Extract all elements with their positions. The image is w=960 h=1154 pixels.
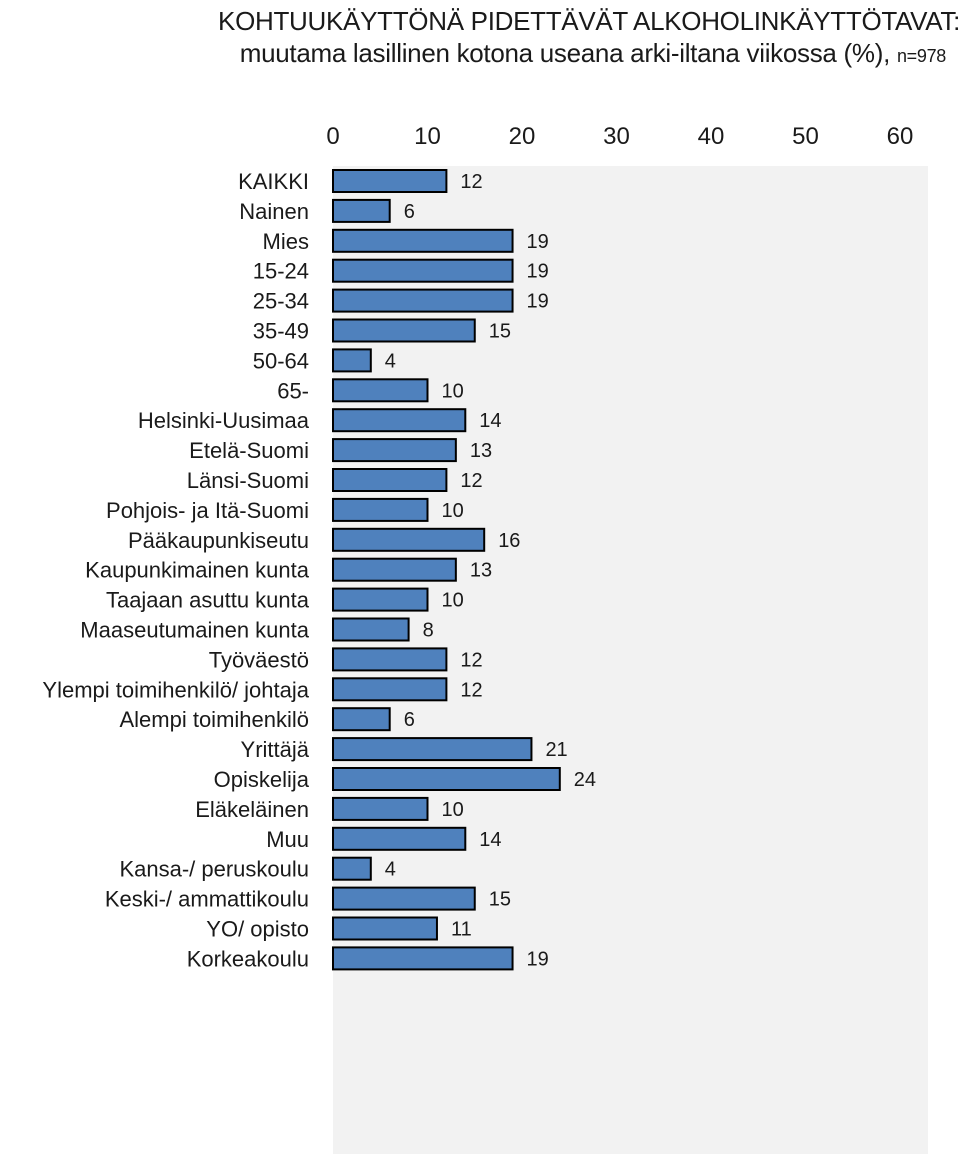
bar <box>332 856 372 881</box>
bar <box>332 527 486 552</box>
category-label: Opiskelija <box>214 767 310 792</box>
category-label: Ylempi toimihenkilö/ johtaja <box>42 677 309 702</box>
data-label: 4 <box>385 350 396 372</box>
bar <box>332 796 429 821</box>
category-label: Kaupunkimainen kunta <box>85 558 310 583</box>
data-label: 11 <box>451 919 472 941</box>
category-label: 35-49 <box>253 319 309 344</box>
bar <box>332 587 429 612</box>
bar <box>332 408 467 433</box>
bar <box>332 288 514 313</box>
category-label: 15-24 <box>253 259 309 284</box>
category-label: Eläkeläinen <box>195 797 309 822</box>
category-label: Nainen <box>239 199 309 224</box>
category-label: YO/ opisto <box>206 917 309 942</box>
category-label: Helsinki-Uusimaa <box>138 408 310 433</box>
data-label: 15 <box>489 889 511 911</box>
data-label: 6 <box>404 201 415 223</box>
bar <box>332 378 429 403</box>
category-label: Etelä-Suomi <box>189 438 309 463</box>
data-label: 19 <box>527 261 549 283</box>
category-label: Alempi toimihenkilö <box>119 707 309 732</box>
bar <box>332 497 429 522</box>
category-label: 25-34 <box>253 289 309 314</box>
x-tick-label: 10 <box>414 123 441 150</box>
data-label: 6 <box>404 709 415 731</box>
category-label: Länsi-Suomi <box>187 468 309 493</box>
category-label: Työväestö <box>209 647 309 672</box>
data-label: 12 <box>460 470 482 492</box>
data-label: 10 <box>442 500 464 522</box>
data-label: 4 <box>385 859 396 881</box>
data-label: 24 <box>574 769 596 791</box>
category-label: Pääkaupunkiseutu <box>128 528 309 553</box>
category-label: 50-64 <box>253 348 309 373</box>
category-label: Taajaan asuttu kunta <box>106 588 310 613</box>
chart-title: KOHTUUKÄYTTÖNÄ PIDETTÄVÄT ALKOHOLINKÄYTT… <box>218 6 960 36</box>
data-label: 12 <box>460 679 482 701</box>
bar <box>332 438 457 463</box>
data-label: 10 <box>442 590 464 612</box>
data-label: 10 <box>442 380 464 402</box>
bar <box>332 916 438 941</box>
sample-size-label: n=978 <box>896 46 946 66</box>
category-label: 65- <box>277 378 309 403</box>
data-label: 10 <box>442 799 464 821</box>
bar <box>332 886 476 911</box>
category-label: Maaseutumainen kunta <box>80 618 309 643</box>
data-label: 15 <box>489 321 511 343</box>
unit-label: (%), <box>843 38 891 68</box>
category-label: Mies <box>263 229 309 254</box>
bar <box>332 198 391 223</box>
data-label: 19 <box>527 948 549 970</box>
bar <box>332 258 514 283</box>
value-labels: 12 6 19 19 19 15 4 10 14 13 12 10 16 13 10 8 12 12 6 21 24 10… <box>385 171 596 970</box>
bar <box>332 826 467 851</box>
bar <box>332 946 514 971</box>
bar <box>332 348 372 373</box>
category-label: KAIKKI <box>238 169 309 194</box>
x-tick-label: 0 <box>326 123 339 150</box>
x-tick-label: 40 <box>698 123 725 150</box>
x-tick-label: 20 <box>509 123 536 150</box>
category-labels: KAIKKI Nainen Mies 15-24 25-34 35-49 50-64 65- H… <box>42 169 309 971</box>
x-tick-label: 30 <box>603 123 630 150</box>
bar <box>332 228 514 253</box>
bar <box>332 617 410 642</box>
bar <box>332 677 448 702</box>
bar <box>332 557 457 582</box>
chart-subtitle: muutama lasillinen kotona useana arki-il… <box>239 38 947 69</box>
category-label: Keski-/ ammattikoulu <box>105 887 309 912</box>
category-label: Yrittäjä <box>241 737 310 762</box>
data-label: 12 <box>460 649 482 671</box>
data-label: 13 <box>470 440 492 462</box>
data-label: 14 <box>479 829 501 851</box>
category-label: Korkeakoulu <box>187 946 309 971</box>
subtitle-text: muutama lasillinen kotona useana arki-il… <box>239 38 837 68</box>
category-label: Kansa-/ peruskoulu <box>119 857 309 882</box>
data-label: 14 <box>479 410 501 432</box>
data-label: 8 <box>423 620 434 642</box>
x-tick-label: 60 <box>887 123 914 150</box>
data-label: 16 <box>498 530 520 552</box>
bars <box>332 169 561 971</box>
data-label: 19 <box>527 291 549 313</box>
category-label: Muu <box>266 827 309 852</box>
x-axis-ticks: 0 10 20 30 40 50 60 <box>326 123 913 150</box>
bar <box>332 169 448 193</box>
bar <box>332 767 561 791</box>
data-label: 19 <box>527 231 549 253</box>
bar <box>332 647 448 672</box>
data-label: 13 <box>470 560 492 582</box>
category-label: Pohjois- ja Itä-Suomi <box>106 498 309 523</box>
bar <box>332 737 533 762</box>
x-tick-label: 50 <box>792 123 819 150</box>
data-label: 21 <box>545 739 567 761</box>
bar <box>332 318 476 343</box>
bar <box>332 468 448 492</box>
data-label: 12 <box>460 171 482 193</box>
bar <box>332 707 391 732</box>
